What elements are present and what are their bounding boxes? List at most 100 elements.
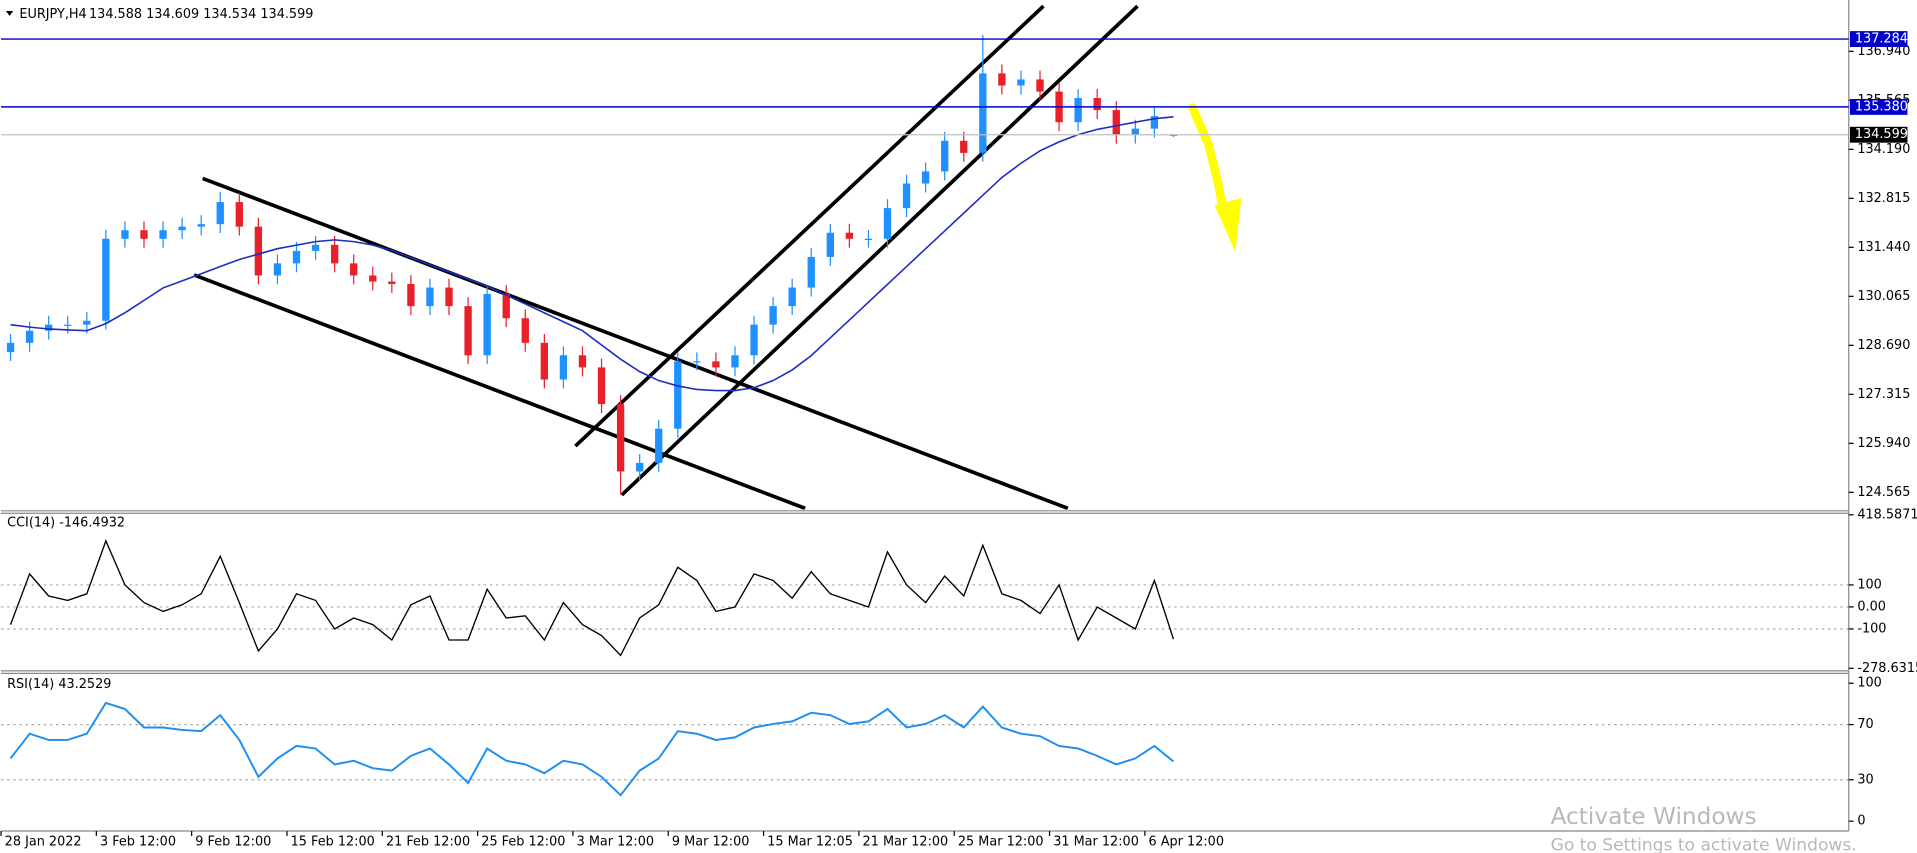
candle-body [635,462,644,472]
candle-body [216,202,224,225]
trend-line [202,176,1069,510]
candle-body [979,73,987,153]
candle-body [1112,110,1120,135]
price-level-box [1849,31,1908,48]
candle-body [864,238,873,240]
candle-body [178,226,186,231]
indicator-line [9,539,1175,657]
y-tick-label: 136.940 [1857,44,1910,59]
candle-body [483,294,491,356]
candle-body [140,230,148,239]
last-price-box [1849,126,1908,143]
x-tick-label: 3 Feb 12:00 [100,835,176,850]
candle-body [540,342,549,380]
candle-body [597,367,606,405]
candle-body [826,232,834,257]
price-level-label: 137.284 [1855,32,1908,47]
candle-body [388,281,396,285]
candle-body [464,306,472,356]
trend-line [574,4,1045,448]
candle-body [769,306,777,325]
candle-body [235,202,243,227]
candle-body [64,324,72,326]
candle-body [883,208,892,239]
x-tick-label: 28 Jan 2022 [5,835,82,850]
x-tick-label: 9 Mar 12:00 [672,835,750,850]
watermark: Go to Settings to activate Windows. [1551,836,1857,853]
candle-body [750,324,758,356]
candle-body [712,361,720,368]
candle-body [426,287,434,307]
main-plot [6,4,1178,510]
yellow-arrowhead [1214,197,1242,252]
x-tick-label: 25 Feb 12:00 [481,835,565,850]
candle-body [1017,79,1025,86]
watermark: Activate Windows [1551,803,1757,830]
y-tick-label: 124.565 [1857,485,1910,500]
y-tick-label: 130.065 [1857,289,1910,304]
y-tick-label: 131.440 [1857,240,1910,255]
candle-body [311,244,320,251]
candle-body [45,324,53,331]
candle-body [445,287,453,307]
candle-body [1036,79,1044,92]
candle-body [616,404,625,472]
candle-body [350,263,358,276]
candle-body [407,284,415,307]
candle-body [521,318,529,343]
trend-line [620,4,1139,497]
candle-body [83,320,91,325]
candle-body [1074,98,1082,123]
candle-body [902,183,911,209]
menu-triangle[interactable] [5,10,14,16]
candle-body [731,355,739,368]
y-tick-label: 134.190 [1857,142,1910,157]
candle-body [578,355,587,368]
y-tick-label: 132.815 [1857,191,1910,206]
symbol: EURJPY,H4 [19,7,86,22]
y-tick-label: 128.690 [1857,338,1910,353]
candle-body [159,230,167,239]
y-tick-label: 100 [1857,577,1882,592]
candle-body [197,224,205,227]
candle-body [502,294,510,319]
x-tick-label: 6 Apr 12:00 [1149,835,1224,850]
yellow-arrow [1188,103,1228,215]
y-tick-label: 30 [1857,772,1873,787]
moving-average [10,116,1174,392]
y-tick-label: 125.940 [1857,436,1910,451]
y-tick-label: 0 [1857,814,1865,829]
candle-body [25,330,34,343]
candle-body [998,73,1006,86]
cci-title: CCI(14) -146.4932 [7,516,125,531]
x-tick-label: 3 Mar 12:00 [577,835,654,850]
y-tick-label: 0.00 [1857,599,1886,614]
indicator-line [9,701,1175,797]
quote: 134.588 134.609 134.534 134.599 [89,7,313,22]
sub-plots [1,539,1849,797]
candle-body [559,355,568,380]
y-tick-label: -100 [1857,621,1886,636]
price-level-box [1849,98,1908,115]
candle-body [960,140,968,153]
candle-body [693,361,701,363]
candle-body [121,230,129,239]
y-tick-label: -278.6315 [1857,661,1917,676]
last-price-label: 134.599 [1855,127,1908,142]
candle-body [655,428,663,463]
x-tick-label: 15 Feb 12:00 [291,835,375,850]
candle-body [807,256,815,288]
trend-line [193,273,806,510]
candle-body [921,171,930,184]
x-tick-label: 25 Mar 12:00 [958,835,1044,850]
x-tick-label: 21 Mar 12:00 [863,835,949,850]
y-tick-label: 100 [1857,676,1882,691]
x-tick-label: 15 Mar 12:05 [767,835,853,850]
candle-body [845,232,854,239]
candle-body [292,250,301,264]
candle-body [1131,128,1139,135]
candle-body [674,361,682,429]
y-tick-label: 127.315 [1857,387,1910,402]
